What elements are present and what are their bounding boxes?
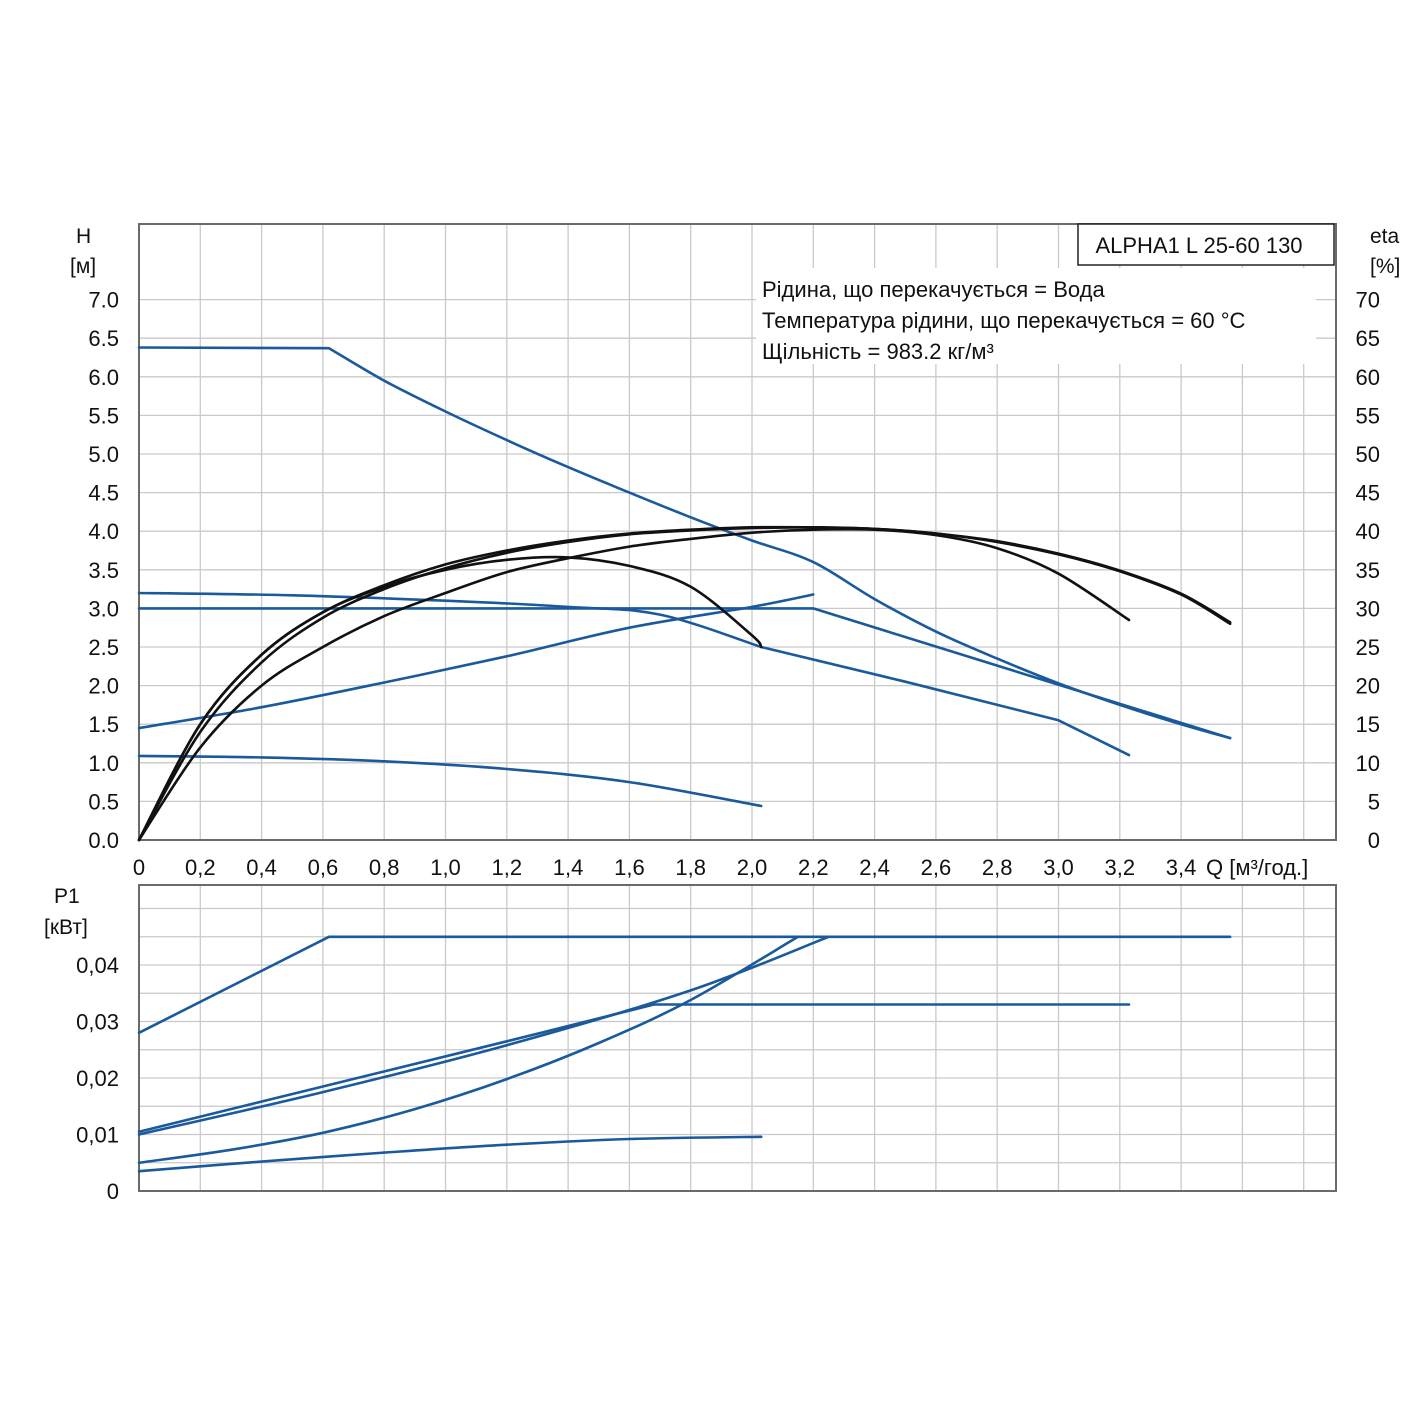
head-curve — [137, 754, 763, 808]
info-background — [756, 268, 1316, 364]
head-efficiency-curves — [137, 346, 1232, 842]
x-tick-label: 0,6 — [308, 855, 339, 880]
axis-tick-labels: 0 0,2 0,4 0,6 0,8 1,0 1,2 1,4 1,6 1,8 2,0 2,2 2,4 2,6… — [76, 288, 1380, 1204]
x-tick-label: 1,4 — [553, 855, 584, 880]
y-tick-label-head: 4.0 — [88, 519, 119, 544]
annotation-density: Щільність = 983.2 кг/м³ — [762, 339, 994, 364]
x-tick-label: 3,4 — [1166, 855, 1197, 880]
x-tick-label: 2,8 — [982, 855, 1013, 880]
y-tick-label-head: 2.5 — [88, 635, 119, 660]
power-curves — [137, 935, 1232, 1173]
y-tick-label-head: 0.5 — [88, 789, 119, 814]
y-axis-unit-head: [м] — [70, 255, 96, 278]
x-tick-label: 2,2 — [798, 855, 829, 880]
y2-tick-label-eta: 30 — [1356, 596, 1380, 621]
y2-axis-unit-eta: [%] — [1370, 255, 1400, 278]
y-tick-label-head: 6.5 — [88, 326, 119, 351]
y-tick-label-head: 3.5 — [88, 558, 119, 583]
x-tick-label: 0 — [133, 855, 145, 880]
y-tick-label-head: 1.5 — [88, 712, 119, 737]
x-tick-label: 2,0 — [737, 855, 768, 880]
y-axis-title-power: P1 — [54, 885, 80, 908]
x-tick-label: 1,2 — [492, 855, 523, 880]
annotation-fluid: Рідина, що перекачується = Вода — [762, 277, 1105, 302]
y2-tick-label-eta: 20 — [1356, 674, 1380, 699]
y2-tick-label-eta: 15 — [1356, 712, 1380, 737]
efficiency-curve — [137, 527, 1131, 842]
head-curve — [137, 607, 1232, 740]
y2-tick-label-eta: 5 — [1368, 789, 1380, 814]
efficiency-curve — [137, 525, 1232, 842]
pump-model-title: ALPHA1 L 25-60 130 — [1095, 233, 1302, 258]
power-plot-frame — [138, 884, 1337, 1192]
x-tick-label: 3,0 — [1043, 855, 1074, 880]
y2-tick-label-eta: 35 — [1356, 558, 1380, 583]
x-tick-label: 0,2 — [185, 855, 216, 880]
head-plot-frame — [138, 223, 1337, 841]
y-tick-label-head: 7.0 — [88, 288, 119, 313]
x-tick-label: 0,8 — [369, 855, 400, 880]
y2-axis-title-eta: eta — [1370, 225, 1400, 248]
annotation-temperature: Температура рідини, що перекачується = 6… — [762, 308, 1246, 333]
x-tick-label: 1,0 — [430, 855, 461, 880]
power-curve — [137, 1135, 763, 1173]
power-curve — [137, 1003, 1131, 1133]
y-tick-label-power: 0,04 — [76, 953, 119, 978]
x-tick-label: 0,4 — [246, 855, 277, 880]
head-curve — [137, 591, 1131, 757]
y-tick-label-head: 6.0 — [88, 365, 119, 390]
y2-tick-label-eta: 60 — [1356, 365, 1380, 390]
power-curve — [137, 935, 1232, 1035]
y-tick-label-power: 0 — [107, 1179, 119, 1204]
y2-tick-label-eta: 50 — [1356, 442, 1380, 467]
y-axis-unit-power: [кВт] — [44, 916, 88, 939]
x-axis-title: Q [м³/год.] — [1206, 855, 1308, 880]
power-curve — [137, 935, 830, 1136]
y-tick-label-head: 5.0 — [88, 442, 119, 467]
y-tick-label-head: 0.0 — [88, 828, 119, 853]
power-plot-grid — [139, 885, 1335, 1191]
x-tick-label: 2,4 — [859, 855, 890, 880]
x-tick-label: 2,6 — [921, 855, 952, 880]
y-tick-label-head: 5.5 — [88, 403, 119, 428]
head-curve — [137, 593, 815, 730]
y-tick-label-power: 0,02 — [76, 1066, 119, 1091]
y2-tick-label-eta: 40 — [1356, 519, 1380, 544]
y2-tick-label-eta: 65 — [1356, 326, 1380, 351]
x-tick-label: 1,8 — [675, 855, 706, 880]
y2-tick-label-eta: 70 — [1356, 288, 1380, 313]
y-tick-label-head: 4.5 — [88, 481, 119, 506]
power-curve — [137, 935, 800, 1165]
y2-tick-label-eta: 10 — [1356, 751, 1380, 776]
y2-tick-label-eta: 45 — [1356, 481, 1380, 506]
efficiency-curve — [137, 555, 763, 842]
y-tick-label-power: 0,03 — [76, 1010, 119, 1035]
y-axis-title-head: H — [76, 225, 91, 248]
x-tick-label: 3,2 — [1105, 855, 1136, 880]
y2-tick-label-eta: 55 — [1356, 403, 1380, 428]
efficiency-curve — [137, 525, 1232, 842]
pump-model-title-box — [1077, 223, 1335, 266]
y-tick-label-head: 2.0 — [88, 674, 119, 699]
x-tick-label: 1,6 — [614, 855, 645, 880]
y-tick-label-power: 0,01 — [76, 1123, 119, 1148]
y2-tick-label-eta: 25 — [1356, 635, 1380, 660]
y2-tick-label-eta: 0 — [1368, 828, 1380, 853]
y-tick-label-head: 1.0 — [88, 751, 119, 776]
y-tick-label-head: 3.0 — [88, 596, 119, 621]
head-curve — [137, 346, 1232, 740]
